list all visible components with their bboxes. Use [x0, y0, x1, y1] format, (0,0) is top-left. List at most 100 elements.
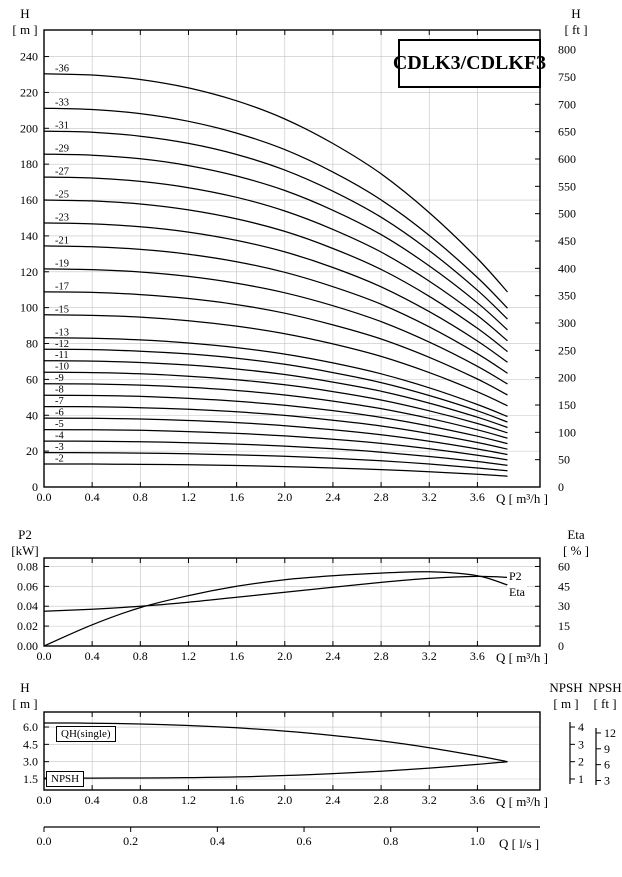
- tick-label: 12: [604, 726, 616, 740]
- stage-curve-label: -19: [55, 258, 69, 269]
- tick-label: 3.2: [422, 490, 437, 504]
- tick-label: 3.6: [470, 793, 485, 807]
- tick-label: 3.6: [470, 490, 485, 504]
- stage-curve-label: -17: [55, 281, 69, 292]
- tick-label: 0.2: [123, 834, 138, 848]
- tick-label: 6.0: [23, 720, 38, 734]
- tick-label: 50: [558, 453, 570, 467]
- stage-curve-label: -4: [55, 431, 64, 442]
- tick-label: 0.02: [17, 619, 38, 633]
- tick-label: 1.0: [470, 834, 485, 848]
- head-curve-36: [43, 73, 508, 293]
- head-curve-27: [43, 176, 508, 342]
- tick-label: 0: [32, 480, 38, 494]
- tick-label: 2.0: [277, 649, 292, 663]
- tick-label: 0.00: [17, 639, 38, 653]
- stage-curve-label: -27: [55, 167, 69, 178]
- tick-label: 15: [558, 619, 570, 633]
- tick-label: 0.4: [85, 490, 100, 504]
- plot-border: [43, 29, 541, 488]
- stage-curve-label: -15: [55, 304, 69, 315]
- axis-letter-h: H: [571, 6, 581, 21]
- p2-curve: [43, 575, 508, 612]
- tick-label: 1.2: [181, 490, 196, 504]
- head-curve-5: [43, 428, 508, 461]
- head-curve-17: [43, 291, 508, 396]
- stage-curve-label: -2: [55, 454, 64, 465]
- q-m3h-label-mid: Q [ m³/h ]: [496, 650, 548, 665]
- tick-label: 0.4: [85, 793, 100, 807]
- tick-label: 60: [558, 559, 570, 573]
- tick-label: 0.8: [133, 649, 148, 663]
- tick-label: 1.2: [181, 793, 196, 807]
- tick-label: 400: [558, 261, 576, 275]
- axis-unit-m: [ m ]: [553, 696, 579, 711]
- tick-label: 0.0: [37, 834, 52, 848]
- axis-unit-ft: [ ft ]: [564, 22, 588, 37]
- top-left-axis-title: H [ m ]: [6, 6, 44, 38]
- axis-unit-m: [ m ]: [12, 696, 38, 711]
- stage-curve-label: -5: [55, 419, 64, 430]
- head-curve-9: [43, 383, 508, 439]
- tick-label: 450: [558, 234, 576, 248]
- head-curve-12: [43, 348, 508, 423]
- tick-label: 2.4: [325, 490, 340, 504]
- tick-label: 3: [578, 737, 584, 751]
- stage-curve-label: -25: [55, 190, 69, 201]
- tick-label: 9: [604, 742, 610, 756]
- axis-unit-pct: [ % ]: [563, 543, 589, 558]
- head-curve-13: [43, 337, 508, 418]
- q-m3h-label-top: Q [ m³/h ]: [496, 491, 548, 506]
- head-curve-21: [43, 245, 508, 374]
- tick-label: 3.2: [422, 793, 437, 807]
- tick-label: 800: [558, 43, 576, 57]
- tick-label: 180: [20, 157, 38, 171]
- tick-label: 0.8: [133, 793, 148, 807]
- tick-label: 3.6: [470, 649, 485, 663]
- tick-label: 20: [26, 444, 38, 458]
- stage-curve-label: -23: [55, 212, 69, 223]
- stage-curve-label: -29: [55, 144, 69, 155]
- tick-label: 100: [20, 301, 38, 315]
- stage-curve-label: -36: [55, 63, 69, 74]
- tick-label: 1.6: [229, 793, 244, 807]
- stage-curve-label: -13: [55, 327, 69, 338]
- axis-unit-m: [ m ]: [12, 22, 38, 37]
- plot-border: [43, 711, 541, 791]
- eta-curve-label: Eta: [507, 585, 527, 600]
- tick-label: 2.0: [277, 793, 292, 807]
- tick-label: 0.0: [37, 649, 52, 663]
- q-m3h-label-bottom: Q [ m³/h ]: [496, 794, 548, 809]
- tick-label: 300: [558, 316, 576, 330]
- tick-label: 6: [604, 758, 610, 772]
- tick-label: 60: [26, 372, 38, 386]
- tick-label: 1.2: [181, 649, 196, 663]
- stage-curve-label: -9: [55, 373, 64, 384]
- tick-label: 700: [558, 97, 576, 111]
- npsh-curve-label: NPSH: [46, 771, 85, 787]
- tick-label: 0.4: [210, 834, 225, 848]
- stage-curve-label: -12: [55, 339, 69, 350]
- axis-letter-h: H: [20, 6, 30, 21]
- npsh-curve: [43, 761, 508, 779]
- tick-label: 2.4: [325, 793, 340, 807]
- axis-letter-eta: Eta: [567, 527, 585, 542]
- tick-label: 2.0: [277, 490, 292, 504]
- stage-curve-label: -21: [55, 235, 69, 246]
- tick-label: 100: [558, 425, 576, 439]
- stage-curve-label: -10: [55, 362, 69, 373]
- tick-label: 140: [20, 229, 38, 243]
- tick-label: 0.0: [37, 793, 52, 807]
- tick-label: 500: [558, 207, 576, 221]
- tick-label: 120: [20, 265, 38, 279]
- tick-label: 45: [558, 579, 570, 593]
- plot-border: [43, 557, 541, 647]
- chart-title: CDLK3/CDLKF3: [393, 39, 546, 88]
- axis-letter-p2: P2: [18, 527, 32, 542]
- tick-label: 3: [604, 773, 610, 787]
- qh-single-curve: [43, 722, 508, 763]
- tick-label: 600: [558, 152, 576, 166]
- tick-label: 0: [558, 480, 564, 494]
- tick-label: 0: [558, 639, 564, 653]
